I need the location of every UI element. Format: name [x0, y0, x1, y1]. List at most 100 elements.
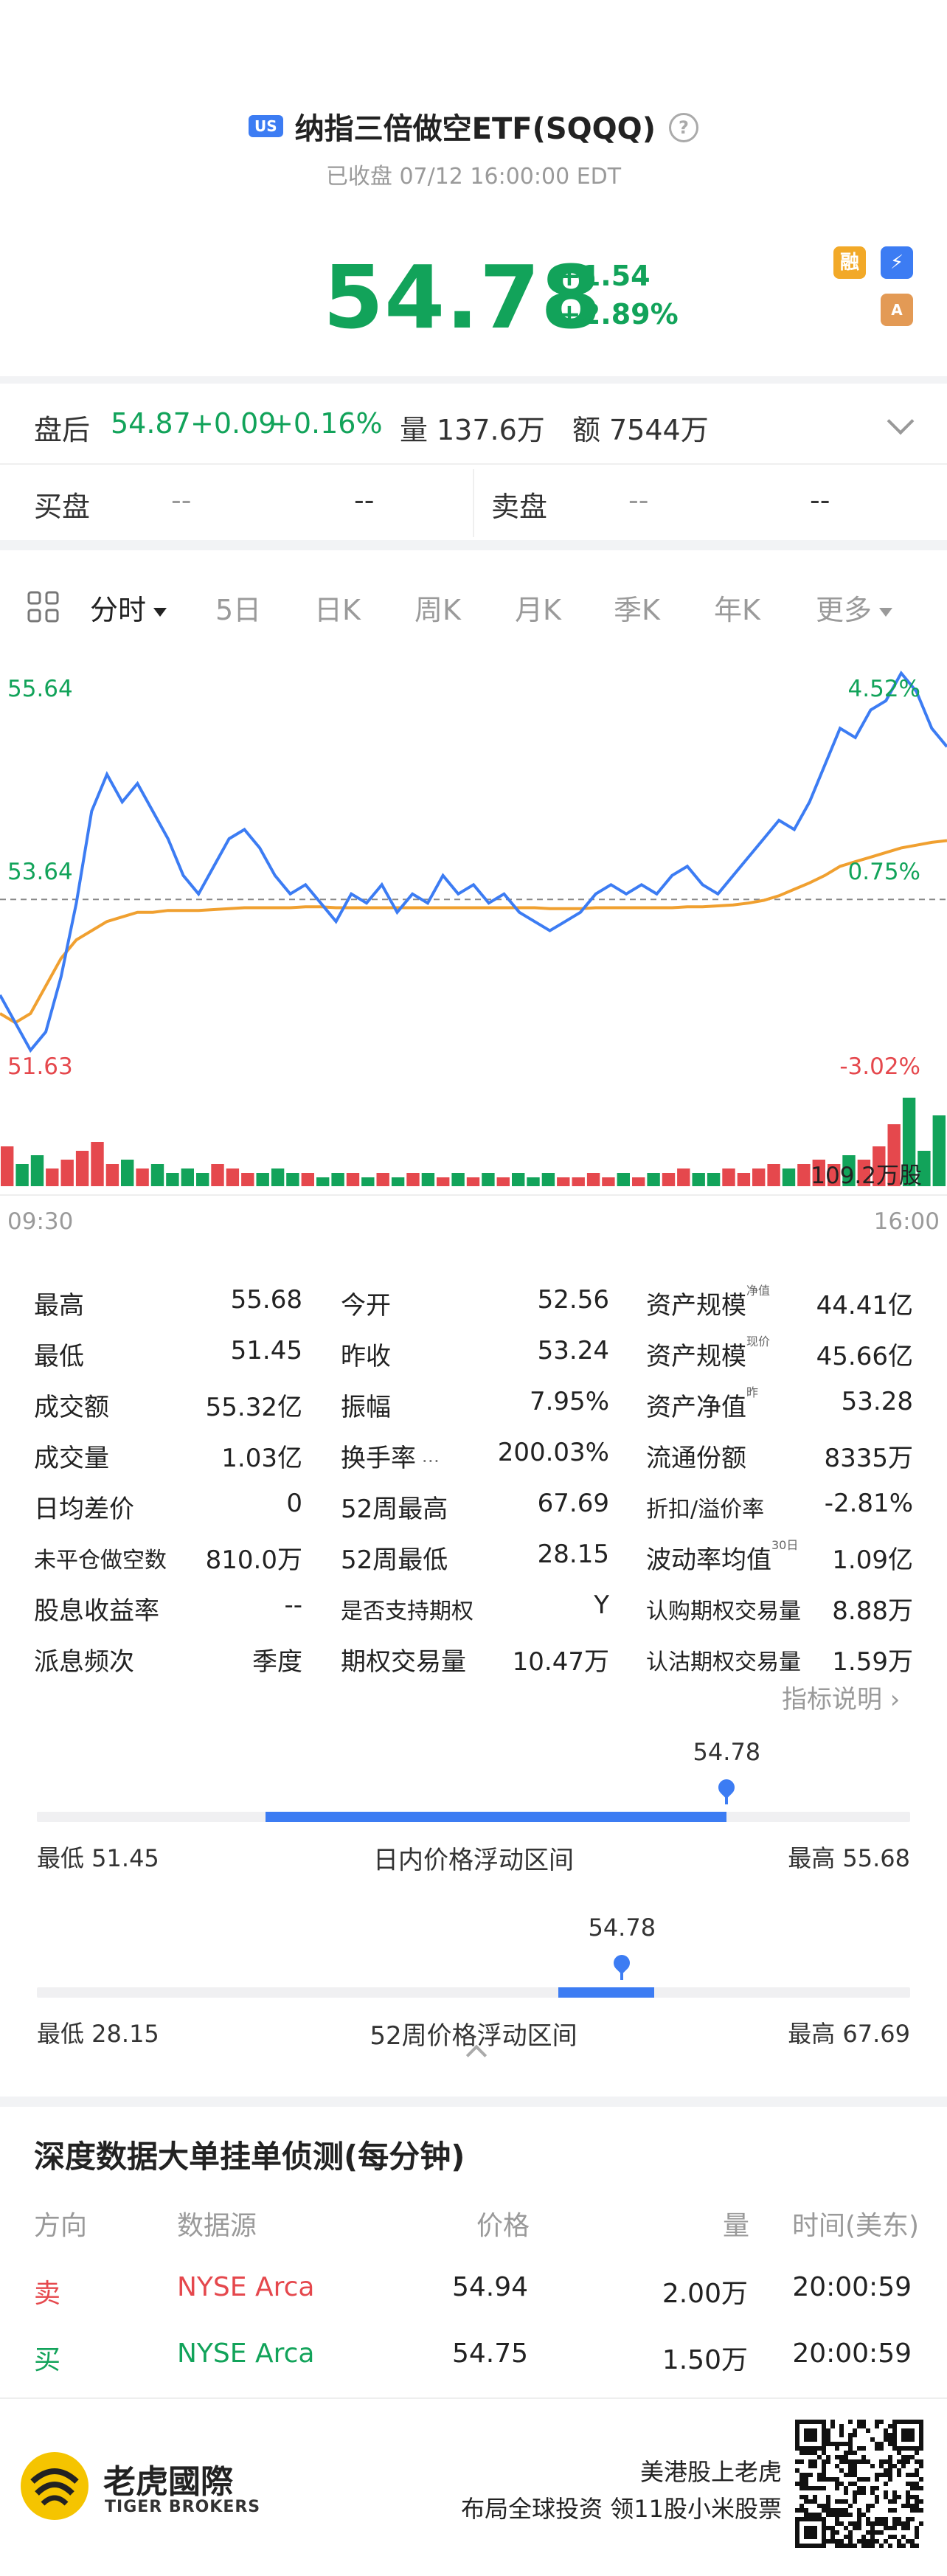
volume-bar	[647, 1173, 660, 1186]
stat-value: 53.28	[841, 1387, 913, 1416]
y-axis-label-left: 55.64	[7, 676, 73, 702]
ask-size: --	[810, 484, 830, 516]
volume-bar	[421, 1173, 435, 1186]
volume-bar	[541, 1173, 555, 1186]
stat-value: 28.15	[537, 1540, 609, 1569]
tab-more[interactable]: 更多	[816, 587, 893, 628]
y-axis-label-right: 0.75%	[848, 859, 920, 885]
volume-bar	[797, 1164, 811, 1186]
volume-bar	[286, 1173, 299, 1186]
stat-label: 日均差价	[34, 1489, 134, 1525]
tab-yearly-k[interactable]: 年K	[714, 594, 760, 626]
after-hours-volume-label: 量	[400, 414, 429, 446]
stat-value: 0	[286, 1489, 302, 1518]
tab-daily-k[interactable]: 日K	[314, 594, 361, 626]
stat-label: 流通份额	[646, 1438, 746, 1474]
chevron-down-icon[interactable]	[887, 407, 915, 435]
stat-label-text: 认购期权交易量	[646, 1599, 801, 1624]
lightning-badge-icon[interactable]: ⚡	[881, 246, 913, 279]
volume-bar	[812, 1160, 825, 1186]
range-high-label: 最高 67.69	[788, 2020, 910, 2048]
range-fill	[558, 1987, 655, 1998]
stat-value: 7.95%	[529, 1387, 609, 1416]
volume-bar	[196, 1173, 209, 1186]
divider	[0, 376, 947, 384]
col-time: 时间(美东)	[792, 2211, 920, 2241]
divider	[0, 2097, 947, 2107]
stat-value: 44.41亿	[816, 1291, 913, 1320]
bid-price: --	[171, 484, 192, 516]
stat-label: 认沽期权交易量	[646, 1644, 801, 1676]
stat-label: 资产规模现价	[646, 1334, 770, 1372]
volume-bar	[466, 1177, 480, 1186]
stat-label: 股息收益率	[34, 1590, 159, 1627]
range-low-label: 最低 51.45	[37, 1844, 159, 1872]
volume-bar	[451, 1173, 465, 1186]
stat-value: 51.45	[230, 1336, 302, 1365]
range-fill	[266, 1812, 727, 1822]
layout-grid-icon[interactable]	[27, 590, 60, 624]
tab-quarterly-k[interactable]: 季K	[614, 594, 660, 626]
tab-intraday[interactable]: 分时	[90, 587, 167, 628]
stat-value: -2.81%	[824, 1489, 913, 1518]
stat-value: 1.03亿	[221, 1444, 302, 1473]
stat-label-text: 流通份额	[646, 1444, 746, 1473]
market-status: 已收盘 07/12 16:00:00 EDT	[325, 164, 622, 190]
volume-bar	[932, 1115, 946, 1186]
indicator-help-link[interactable]: 指标说明 ›	[782, 1685, 901, 1714]
depth-source: NYSE Arca	[177, 2272, 315, 2302]
col-quantity: 量	[723, 2211, 750, 2241]
stat-label: 52周最低	[341, 1540, 448, 1576]
volume-bar	[887, 1124, 901, 1186]
stat-label: 未平仓做空数	[34, 1542, 167, 1574]
tab-monthly-k[interactable]: 月K	[515, 594, 561, 626]
stat-label-text: 派息频次	[34, 1647, 134, 1677]
options-badge-icon[interactable]: A	[881, 294, 913, 326]
slogan-line-1: 美港股上老虎	[639, 2458, 782, 2486]
average-price-line	[0, 839, 947, 1025]
price-line	[0, 670, 947, 1053]
volume-bar	[902, 1098, 916, 1186]
stat-label: 折扣/溢价率	[646, 1491, 764, 1523]
bid-size: --	[354, 484, 375, 516]
stat-value: 8335万	[824, 1444, 913, 1473]
range-track	[37, 1987, 910, 1998]
footer-banner: 老虎國際 TIGER BROKERS 美港股上老虎 布局全球投资 领11股小米股…	[0, 2397, 947, 2576]
stat-label-text: 成交量	[34, 1444, 109, 1473]
volume-bar	[226, 1168, 240, 1186]
range-title: 52周价格浮动区间	[370, 2021, 577, 2051]
ask-price: --	[628, 484, 649, 516]
volume-bar	[30, 1155, 44, 1186]
volume-bar	[406, 1173, 420, 1186]
volume-bar	[301, 1173, 314, 1186]
intraday-chart[interactable]: 55.64 53.64 51.63 4.52% 0.75% -3.02% 109.2万股 09…	[0, 649, 947, 1239]
volume-bar	[105, 1164, 119, 1186]
volume-bar	[121, 1160, 134, 1186]
depth-direction: 买	[34, 2345, 61, 2375]
tab-weekly-k[interactable]: 周K	[414, 594, 461, 626]
stat-label: 换手率 ⋯	[341, 1438, 440, 1474]
after-hours-label: 盘后	[34, 414, 91, 446]
divider	[0, 540, 947, 550]
volume-bar	[181, 1168, 194, 1186]
stat-value: 1.59万	[832, 1647, 913, 1677]
stat-value: 1.09亿	[832, 1545, 913, 1575]
stat-value: 53.24	[537, 1336, 609, 1365]
volume-bar	[331, 1173, 344, 1186]
volume-bar	[1, 1146, 14, 1186]
slogan-line-2: 布局全球投资 领11股小米股票	[461, 2495, 782, 2523]
depth-quantity: 2.00万	[662, 2279, 748, 2309]
divider	[473, 469, 474, 537]
more-info-icon[interactable]: ⋯	[416, 1450, 440, 1471]
after-hours-amount: 7544万	[609, 414, 709, 446]
volume-bar	[722, 1168, 735, 1186]
range-marker-stem	[620, 1968, 624, 1980]
margin-badge-icon[interactable]: 融	[833, 246, 866, 279]
stat-label-text: 换手率	[341, 1444, 416, 1473]
col-price: 价格	[476, 2211, 530, 2241]
stat-label-sup: 净值	[746, 1284, 771, 1298]
tab-5day[interactable]: 5日	[215, 594, 262, 626]
stat-value: 55.32亿	[205, 1393, 302, 1422]
help-icon[interactable]: ?	[668, 113, 698, 142]
volume-bar	[211, 1164, 224, 1186]
